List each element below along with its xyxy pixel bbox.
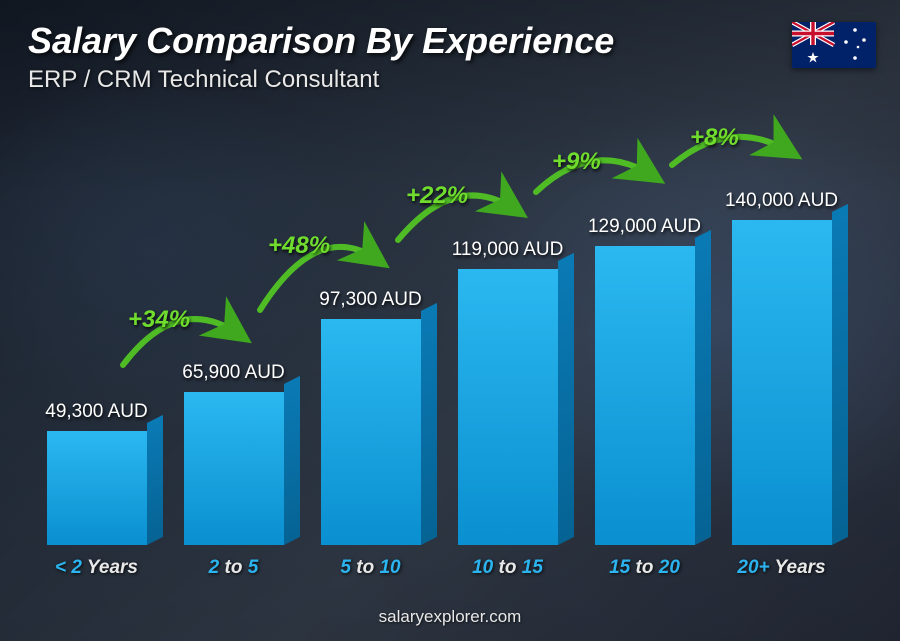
bar-column: 49,300 AUD (34, 401, 159, 545)
bar (732, 220, 832, 545)
infographic-canvas: Salary Comparison By Experience ERP / CR… (0, 0, 900, 641)
chart-subtitle: ERP / CRM Technical Consultant (28, 66, 379, 94)
bar-value-label: 49,300 AUD (45, 401, 147, 423)
bar-value-label: 140,000 AUD (725, 190, 838, 212)
bar (47, 431, 147, 545)
x-axis-label: 20+ Years (719, 557, 844, 579)
bar-value-label: 129,000 AUD (588, 216, 701, 238)
bar-chart: +34% +48% +22% +9% +8% 49,300 AUD65,900 … (28, 110, 850, 579)
x-axis-label: < 2 Years (34, 557, 159, 579)
x-axis-label: 2 to 5 (171, 557, 296, 579)
x-axis-label: 10 to 15 (445, 557, 570, 579)
bar-column: 97,300 AUD (308, 289, 433, 545)
bars-container: 49,300 AUD 65,900 AUD 97,300 AUD 119,000 AU… (28, 110, 850, 545)
footer-site: salaryexplorer.com (0, 607, 900, 627)
bar (595, 246, 695, 545)
bar-column: 65,900 AUD (171, 362, 296, 545)
bar-value-label: 65,900 AUD (182, 362, 284, 384)
bar-column: 119,000 AUD (445, 239, 570, 545)
bar (321, 319, 421, 545)
bar-column: 129,000 AUD (582, 216, 707, 545)
x-axis-label: 15 to 20 (582, 557, 707, 579)
bar-column: 140,000 AUD (719, 190, 844, 545)
x-axis-labels: < 2 Years 2 to 5 5 to 10 10 to 15 15 to 20 20… (28, 557, 850, 579)
bar-value-label: 97,300 AUD (319, 289, 421, 311)
australia-flag-icon (792, 22, 876, 68)
chart-title: Salary Comparison By Experience (28, 20, 614, 62)
x-axis-label: 5 to 10 (308, 557, 433, 579)
bar (458, 269, 558, 545)
bar-value-label: 119,000 AUD (452, 239, 564, 261)
bar (184, 392, 284, 545)
